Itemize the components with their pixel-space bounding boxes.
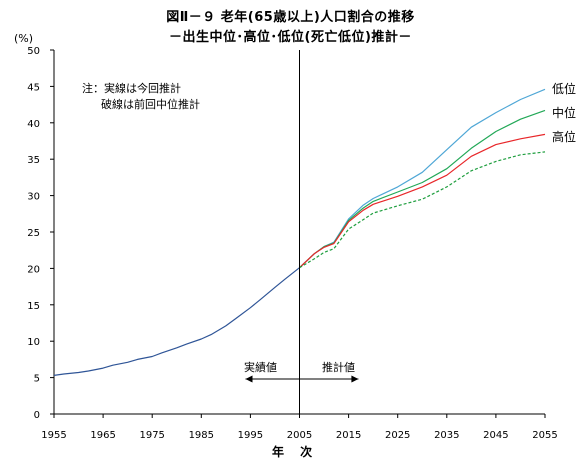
x-tick-label: 2025 xyxy=(385,430,410,441)
series-actual xyxy=(53,267,300,376)
x-tick-label: 2035 xyxy=(434,430,459,441)
series-previous-mid xyxy=(299,151,546,269)
series-lines xyxy=(53,88,546,376)
y-tick-label: 5 xyxy=(34,374,40,385)
x-tick-label: 1975 xyxy=(139,430,164,441)
y-tick-label: 30 xyxy=(27,192,40,203)
y-tick-label: 15 xyxy=(27,301,40,312)
y-tick-label: 0 xyxy=(34,410,40,421)
series-mid xyxy=(299,109,546,269)
arrow-left-head xyxy=(245,375,253,383)
series-label-mid: 中位 xyxy=(552,106,577,120)
series-label-low: 低位 xyxy=(552,82,577,96)
x-tick-label: 2055 xyxy=(532,430,557,441)
y-tick-label: 45 xyxy=(27,82,40,93)
x-tick-label: 1985 xyxy=(189,430,214,441)
x-tick-label: 2045 xyxy=(483,430,508,441)
arrow-right-head xyxy=(351,375,359,383)
x-tick-label: 2005 xyxy=(287,430,312,441)
y-tick-label: 25 xyxy=(27,228,40,239)
x-tick-label: 1955 xyxy=(41,430,66,441)
y-tick-label: 50 xyxy=(27,46,40,57)
y-tick-label: 40 xyxy=(27,119,40,130)
x-tick-label: 1965 xyxy=(90,430,115,441)
y-tick-label: 10 xyxy=(27,337,40,348)
y-tick-label: 20 xyxy=(27,264,40,275)
y-tick-label: 35 xyxy=(27,155,40,166)
series-label-high: 高位 xyxy=(552,130,577,144)
annotations xyxy=(245,50,359,414)
x-tick-label: 2015 xyxy=(336,430,361,441)
chart-title: 図Ⅱ－９ 老年(65歳以上)人口割合の推移 xyxy=(166,10,415,25)
series-high xyxy=(299,133,546,269)
x-axis-label: 年 次 xyxy=(272,445,319,459)
chart-subtitle: －出生中位･高位･低位(死亡低位)推計－ xyxy=(169,30,412,45)
actual-values-label: 実績値 xyxy=(244,361,277,374)
y-axis-unit: (%) xyxy=(14,32,34,45)
note-dashed-line: 破線は前回中位推計 xyxy=(101,98,200,111)
projection-label: 推計値 xyxy=(322,361,355,374)
note-solid-line: 注：実線は今回推計 xyxy=(82,82,181,95)
x-tick-label: 1995 xyxy=(238,430,263,441)
